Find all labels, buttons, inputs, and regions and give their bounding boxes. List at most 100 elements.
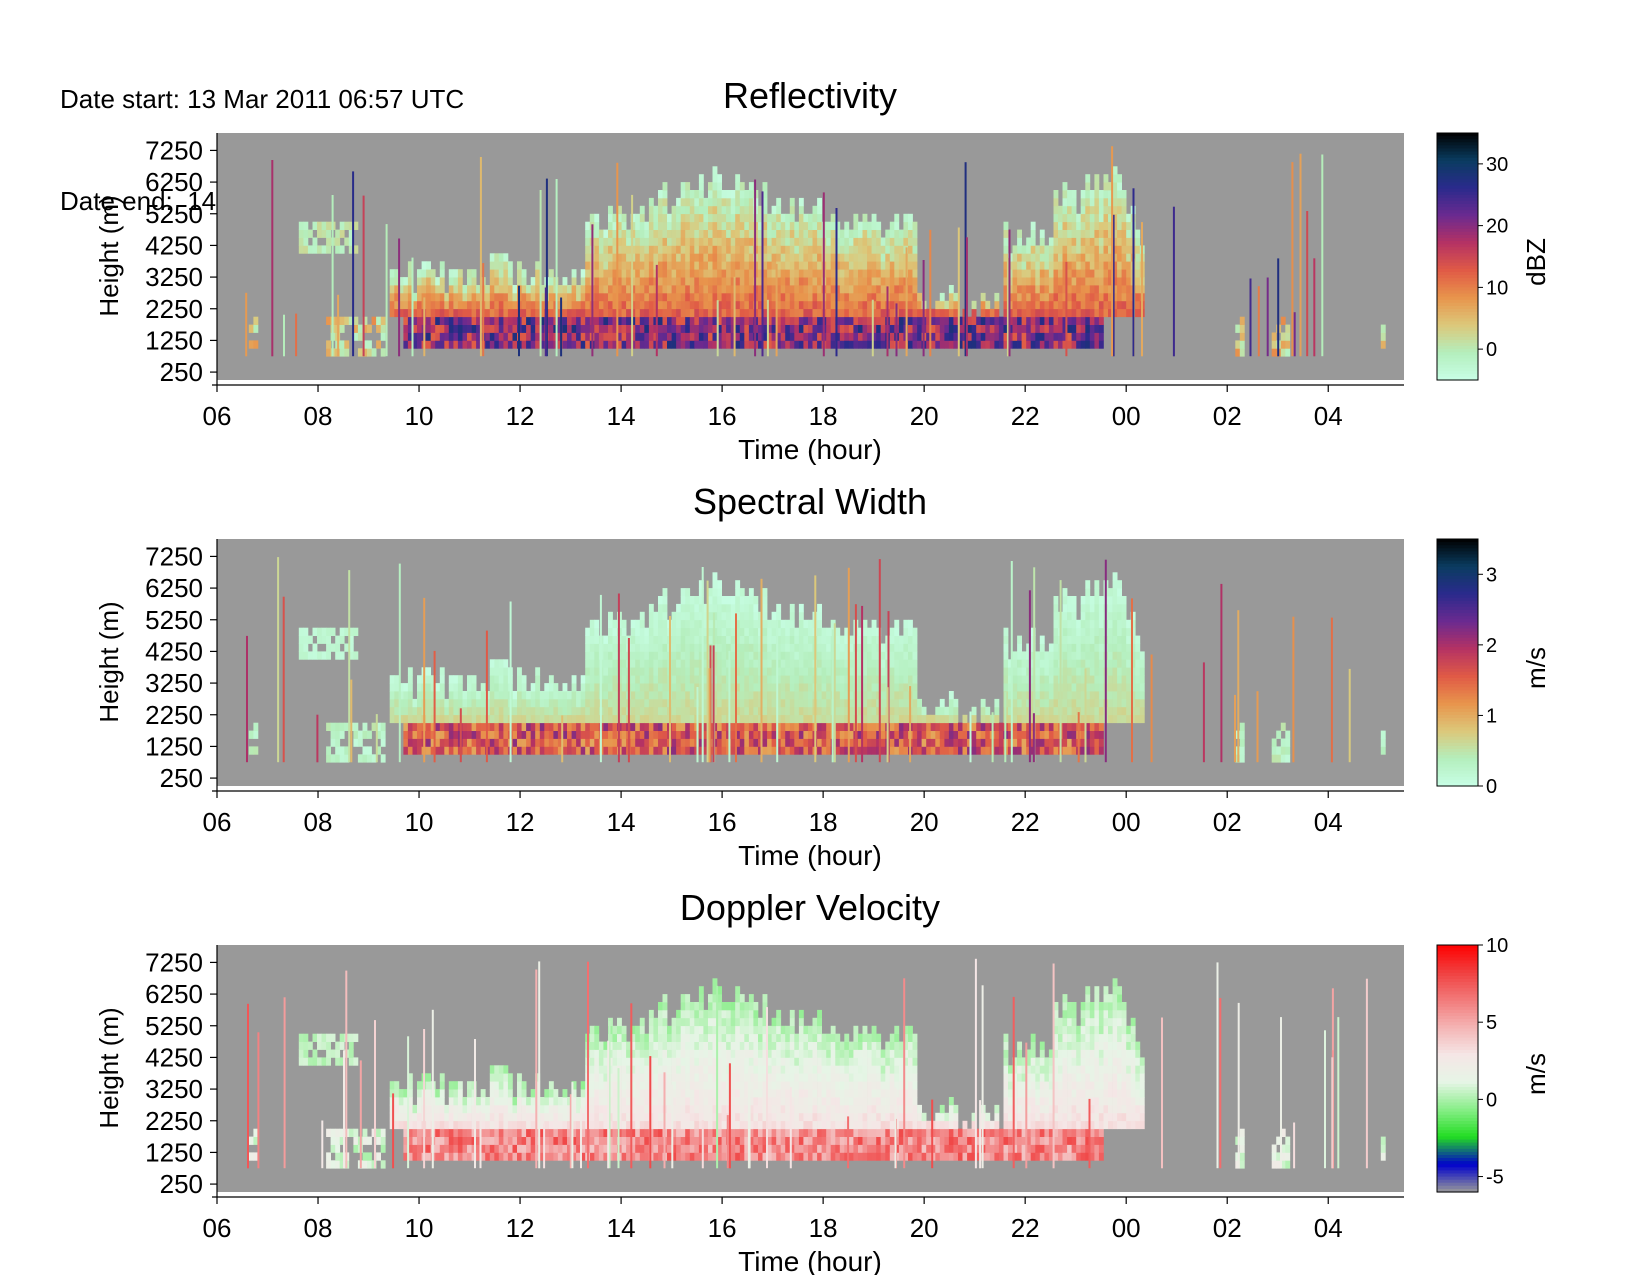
heatmap-cell	[912, 221, 918, 230]
heatmap-cell	[1067, 245, 1072, 254]
heatmap-cell	[1017, 245, 1022, 254]
colorbar-segment	[1437, 200, 1478, 205]
heatmap-cell	[467, 675, 472, 684]
heatmap-cell	[917, 706, 922, 716]
heatmap-cell	[1121, 308, 1127, 318]
heatmap-cell	[621, 316, 627, 325]
heatmap-cell	[753, 738, 759, 747]
heatmap-cell	[1062, 675, 1068, 684]
heatmap-cell	[776, 675, 782, 684]
heatmap-cell	[612, 643, 618, 652]
heatmap-cell	[880, 738, 886, 747]
heatmap-cell	[708, 190, 713, 199]
heatmap-cell	[808, 213, 813, 223]
colorbar-segment	[1437, 302, 1478, 307]
heatmap-cell	[389, 285, 395, 294]
heatmap-cell	[676, 659, 681, 668]
heatmap-cell	[794, 316, 800, 325]
heatmap-cell	[626, 300, 631, 310]
heatmap-cell	[298, 635, 304, 644]
heatmap-cell	[776, 213, 782, 223]
heatmap-cell	[712, 572, 718, 581]
heatmap-cell	[817, 667, 822, 676]
heatmap-cell	[694, 659, 700, 668]
heatmap-cell	[867, 308, 872, 318]
heatmap-cell	[462, 746, 468, 755]
colorbar-segment	[1437, 228, 1478, 233]
heatmap-cell	[639, 667, 645, 676]
heatmap-cell	[739, 627, 745, 636]
heatmap-cell	[821, 651, 827, 660]
heatmap-cell	[676, 332, 681, 341]
heatmap-cell	[426, 683, 431, 692]
heatmap-cell	[1026, 332, 1032, 341]
heatmap-cell	[817, 292, 822, 302]
heatmap-cell	[1062, 667, 1068, 676]
heatmap-cell	[676, 698, 681, 708]
heatmap-cell	[1067, 324, 1072, 333]
heatmap-cell	[721, 635, 727, 644]
heatmap-cell	[767, 675, 772, 684]
heatmap-cell	[935, 722, 941, 731]
heatmap-cell	[530, 285, 536, 294]
heatmap-cell	[1108, 205, 1113, 215]
heatmap-cell	[417, 269, 422, 278]
heatmap-cell	[753, 706, 759, 716]
heatmap-cell	[689, 667, 695, 676]
heatmap-cell	[812, 205, 818, 215]
heatmap-cell	[817, 316, 822, 325]
heatmap-cell	[698, 603, 704, 613]
heatmap-cell	[526, 316, 531, 325]
heatmap-cell	[780, 706, 786, 716]
heatmap-cell	[1076, 324, 1082, 333]
heatmap-cell	[658, 746, 663, 755]
heatmap-cell	[739, 683, 745, 692]
heatmap-cell	[758, 651, 763, 660]
heatmap-cell	[389, 706, 395, 716]
heatmap-cell	[498, 316, 504, 325]
heatmap-cell	[917, 292, 922, 302]
heatmap-cell	[1017, 746, 1022, 755]
heatmap-cell	[403, 698, 409, 708]
heatmap-cell	[589, 627, 595, 636]
heatmap-cell	[848, 714, 854, 724]
heatmap-cell	[1071, 619, 1077, 629]
heatmap-cell	[498, 698, 504, 708]
heatmap-cell	[753, 683, 759, 692]
heatmap-cell	[748, 213, 754, 223]
heatmap-cell	[730, 340, 736, 349]
heatmap-cell	[803, 635, 809, 644]
heatmap-cell	[1085, 683, 1091, 692]
heatmap-cell	[480, 698, 486, 708]
heatmap-cell	[1089, 683, 1095, 692]
heatmap-cell	[1080, 261, 1086, 270]
heatmap-cell	[417, 277, 422, 286]
heatmap-cell	[526, 714, 531, 724]
heatmap-cell	[871, 253, 877, 262]
heatmap-cell	[617, 292, 622, 302]
heatmap-cell	[553, 691, 559, 700]
heatmap-cell	[785, 340, 791, 349]
heatmap-cell	[1003, 332, 1009, 341]
heatmap-cell	[758, 245, 763, 254]
heatmap-cell	[1103, 237, 1109, 246]
heatmap-cell	[762, 667, 768, 676]
heatmap-cell	[885, 229, 891, 238]
heatmap-cell	[794, 332, 800, 341]
heatmap-cell	[848, 285, 854, 294]
heatmap-cell	[739, 722, 745, 731]
heatmap-cell	[403, 324, 409, 333]
heatmap-cell	[685, 285, 691, 294]
heatmap-cell	[698, 730, 704, 739]
heatmap-cell	[739, 651, 745, 660]
heatmap-cell	[871, 213, 877, 223]
heatmap-cell	[780, 237, 786, 246]
heatmap-cell	[703, 635, 709, 644]
heatmap-spike	[1065, 261, 1068, 357]
heatmap-cell	[844, 300, 850, 310]
heatmap-cell	[430, 722, 436, 731]
heatmap-cell	[939, 746, 945, 755]
heatmap-cell	[1003, 237, 1009, 246]
heatmap-cell	[858, 245, 863, 254]
heatmap-cell	[594, 285, 600, 294]
